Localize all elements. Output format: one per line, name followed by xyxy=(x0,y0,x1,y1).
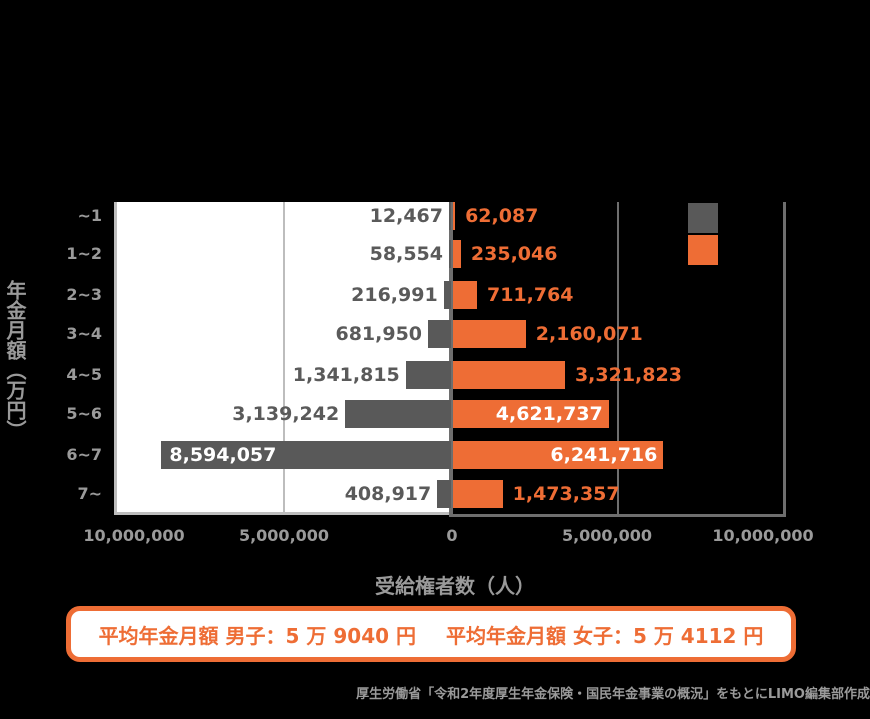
category-label: 5~6 xyxy=(66,404,102,423)
bar-male xyxy=(449,240,451,268)
bar-female xyxy=(453,361,565,389)
bar-male xyxy=(161,441,451,469)
y-axis-label: 年金月額（万円） xyxy=(3,280,27,440)
bar-value-male: 408,917 xyxy=(344,483,432,505)
legend xyxy=(688,202,728,266)
x-axis-label: 受給権者数（人） xyxy=(375,574,535,598)
bar-value-female: 711,764 xyxy=(486,284,574,306)
bar-value-female: 1,473,357 xyxy=(512,483,620,505)
category-label: 3~4 xyxy=(66,324,102,343)
bar-male xyxy=(345,400,451,428)
bar-value-female: 3,321,823 xyxy=(574,364,682,386)
gridline-left-5m xyxy=(283,202,285,515)
bar-male xyxy=(405,361,451,389)
category-label: 7~ xyxy=(77,484,102,503)
bar-value-male: 1,341,815 xyxy=(292,364,400,386)
bar-value-female: 4,621,737 xyxy=(495,403,603,425)
bar-male xyxy=(449,202,451,230)
bar-female xyxy=(453,480,503,508)
x-tick-left-10m: 10,000,000 xyxy=(83,526,185,545)
x-tick-left-5m: 5,000,000 xyxy=(238,526,330,545)
chart-title xyxy=(0,0,870,190)
bar-value-male: 58,554 xyxy=(369,243,443,265)
male-average: 平均年金月額 男子：5 万 9040 円 xyxy=(98,623,416,648)
source-note: 厚生労働省「令和2年度厚生年金保険・国民年金事業の概況」をもとにLIMO編集部作… xyxy=(356,687,870,702)
bar-male xyxy=(428,320,451,348)
legend-swatch-female xyxy=(688,235,718,265)
bar-value-male: 8,594,057 xyxy=(169,444,277,466)
bar-value-female: 235,046 xyxy=(470,243,558,265)
female-average: 平均年金月額 女子：5 万 4112 円 xyxy=(446,623,764,648)
legend-swatch-male xyxy=(688,203,718,233)
bar-female xyxy=(453,320,526,348)
gridline-right-5m xyxy=(617,202,619,515)
x-tick-right-5m: 5,000,000 xyxy=(561,526,653,545)
bar-female xyxy=(453,281,477,309)
bar-female xyxy=(453,441,664,469)
zero-axis-line xyxy=(449,202,453,517)
legend-item-female xyxy=(688,234,728,266)
category-label: 6~7 xyxy=(66,445,102,464)
x-tick-right-10m: 10,000,000 xyxy=(712,526,814,545)
bar-female xyxy=(453,202,456,230)
bar-male xyxy=(437,480,451,508)
category-label: ~1 xyxy=(77,206,102,225)
bar-value-male: 216,991 xyxy=(351,284,438,306)
bar-female xyxy=(453,240,461,268)
category-label: 1~2 xyxy=(66,244,102,263)
bar-value-male: 681,950 xyxy=(335,323,423,345)
category-label: 2~3 xyxy=(66,285,102,304)
bar-value-female: 2,160,071 xyxy=(535,323,643,345)
bar-value-male: 3,139,242 xyxy=(232,403,340,425)
bar-female xyxy=(453,400,609,428)
bar-value-male: 12,467 xyxy=(369,205,443,227)
legend-item-male xyxy=(688,202,728,234)
bar-value-female: 62,087 xyxy=(465,205,539,227)
plot-area: 12,467 62,087 58,554 235,046 216,991 711,764 6… xyxy=(114,202,786,517)
bar-value-female: 6,241,716 xyxy=(550,444,658,466)
plot-right-frame xyxy=(451,202,786,517)
category-label: 4~5 xyxy=(66,365,102,384)
average-pension-summary-box: 平均年金月額 男子：5 万 9040 円 平均年金月額 女子：5 万 4112 … xyxy=(66,606,796,662)
bar-male xyxy=(443,281,451,309)
x-tick-zero: 0 xyxy=(446,526,458,545)
